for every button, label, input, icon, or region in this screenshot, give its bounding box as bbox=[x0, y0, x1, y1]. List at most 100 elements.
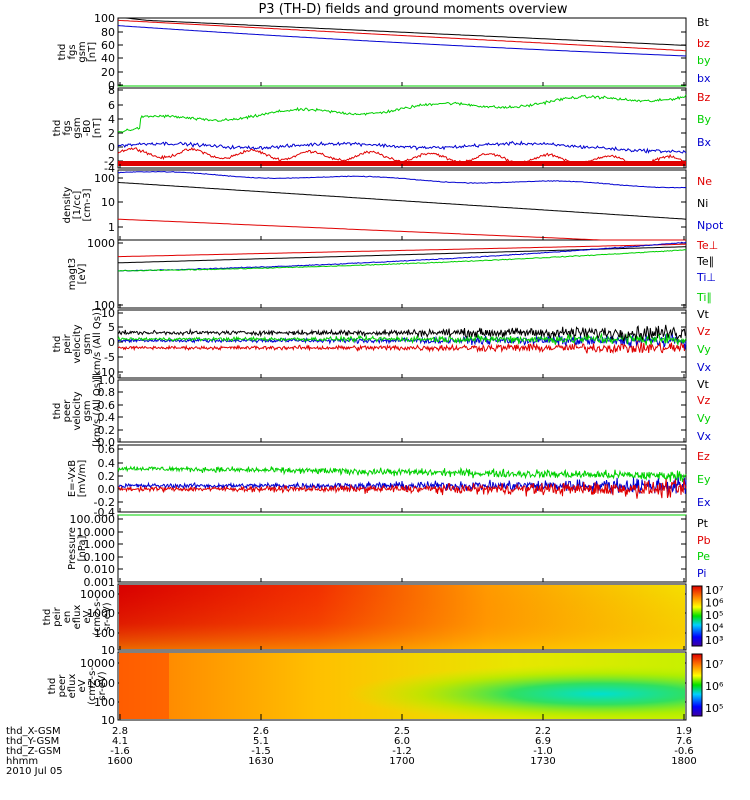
legend-temp-Te∥: Te∥ bbox=[696, 255, 714, 268]
legend-fgs-by: by bbox=[697, 54, 711, 67]
legend-ve-Vy: Vy bbox=[697, 412, 711, 425]
ylabel-line: [km/s (All Qs)] bbox=[92, 308, 103, 380]
xaxis-value: 1.9 bbox=[676, 726, 692, 737]
ylabel-line: peer bbox=[57, 674, 68, 698]
xaxis-value: 1800 bbox=[671, 756, 696, 767]
ytick-label: 10000 bbox=[80, 657, 115, 670]
xaxis-value: -1.5 bbox=[251, 746, 271, 757]
xaxis-value: -1.2 bbox=[392, 746, 412, 757]
ytick-label: -4 bbox=[104, 162, 115, 175]
legend-vi-Vt: Vt bbox=[697, 308, 710, 321]
legend-ef-Ey: Ey bbox=[697, 473, 711, 486]
colorbar-label: 10⁶ bbox=[705, 597, 724, 610]
ytick-label: -2 bbox=[104, 155, 115, 168]
ytick-label: 1000 bbox=[87, 237, 115, 250]
legend-pr-Pt: Pt bbox=[697, 517, 709, 530]
xaxis-value: -1.6 bbox=[110, 746, 130, 757]
ylabel-line: thd bbox=[47, 678, 58, 695]
line-Vt-i bbox=[117, 324, 687, 342]
ylabel-line: thd bbox=[52, 336, 63, 353]
xaxis-value: 2.6 bbox=[253, 726, 269, 737]
line-bz bbox=[117, 19, 687, 52]
ytick-label: 0 bbox=[108, 336, 115, 349]
ytick-label: 100 bbox=[94, 696, 115, 709]
ytick-label: 0.2 bbox=[98, 470, 116, 483]
ytick-label: 10 bbox=[101, 307, 115, 320]
xaxis-value: -1.0 bbox=[533, 746, 553, 757]
ytick-label: 100 bbox=[94, 299, 115, 312]
ylabel-line: [mV/m] bbox=[77, 460, 88, 498]
legend-fgs-bz: bz bbox=[697, 37, 710, 50]
xaxis-row-label: hhmm bbox=[6, 756, 38, 767]
ytick-label: 0.6 bbox=[98, 399, 116, 412]
ion-spectrogram-shade bbox=[119, 585, 685, 649]
legend-den-Ni: Ni bbox=[697, 197, 708, 210]
ylabel-line: velocity bbox=[72, 391, 83, 430]
ytick-label: 1000 bbox=[87, 607, 115, 620]
ytick-label: 5 bbox=[108, 321, 115, 334]
ylabel-line: [1/cc] bbox=[72, 191, 83, 220]
legend-fgl-By: By bbox=[697, 113, 712, 126]
xaxis-row-label: 2010 Jul 05 bbox=[6, 766, 63, 777]
ytick-label: 6 bbox=[108, 99, 115, 112]
colorbar-label: 10⁴ bbox=[705, 622, 724, 635]
legend-den-Npot: Npot bbox=[697, 219, 724, 232]
xaxis-value: 5.1 bbox=[253, 736, 269, 747]
ytick-label: 100.000 bbox=[70, 513, 116, 526]
legend-temp-Ti∥: Ti∥ bbox=[696, 291, 712, 304]
ytick-label: 10.000 bbox=[77, 526, 116, 539]
line-Ne bbox=[117, 218, 686, 241]
xaxis-row-label: thd_Y-GSM bbox=[6, 736, 59, 747]
legend-ef-Ex: Ex bbox=[697, 496, 711, 509]
ytick-label: 0.0 bbox=[98, 436, 116, 449]
electron-spectrogram-edge bbox=[119, 653, 169, 719]
ytick-label: 80 bbox=[101, 26, 115, 39]
ylabel-line: E=-VxB bbox=[67, 460, 78, 497]
ylabel-line: [nT] bbox=[87, 42, 98, 62]
ytick-label: 1.0 bbox=[98, 374, 116, 387]
line-bx bbox=[117, 25, 687, 57]
ytick-label: 10 bbox=[101, 714, 115, 727]
ytick-label: 0.100 bbox=[84, 551, 116, 564]
panel-frame-vi bbox=[117, 309, 687, 379]
legend-pr-Pi: Pi bbox=[697, 567, 706, 580]
line-Ti-perp bbox=[117, 241, 687, 272]
ylabel-line: thd bbox=[52, 120, 63, 137]
xaxis-value: 1600 bbox=[107, 756, 132, 767]
ylabel-line: [nPa] bbox=[77, 535, 88, 561]
line-Bx-dB bbox=[117, 140, 687, 154]
xaxis-value: 2.5 bbox=[394, 726, 410, 737]
colorbar-label: 10⁵ bbox=[705, 609, 723, 622]
legend-fgs-Bt: Bt bbox=[697, 16, 710, 29]
xaxis-row-label: thd_Z-GSM bbox=[6, 746, 61, 757]
ytick-label: 0.010 bbox=[84, 563, 116, 576]
ytick-label: 0.2 bbox=[98, 424, 116, 437]
ytick-label: 4 bbox=[108, 113, 115, 126]
colorbar-label: 10⁷ bbox=[705, 658, 723, 671]
line-Ey bbox=[117, 465, 687, 483]
xaxis-value: 1700 bbox=[389, 756, 414, 767]
ylabel-line: peir bbox=[62, 333, 73, 353]
legend-den-Ne: Ne bbox=[697, 175, 712, 188]
ylabel-line: thd bbox=[52, 403, 63, 420]
ytick-label: 10 bbox=[101, 196, 115, 209]
xaxis-value: 2.2 bbox=[535, 726, 551, 737]
legend-temp-Ti⊥: Ti⊥ bbox=[696, 271, 716, 284]
ylabel-line: gsm bbox=[72, 117, 83, 138]
electron-colorbar bbox=[691, 653, 703, 717]
xaxis-value: 1630 bbox=[248, 756, 273, 767]
ytick-label: 0 bbox=[108, 79, 115, 92]
legend-vi-Vx: Vx bbox=[697, 361, 712, 374]
xaxis-value: 6.9 bbox=[535, 736, 551, 747]
xaxis-value: -0.6 bbox=[674, 746, 694, 757]
ylabel-line: (cm2-s- bbox=[92, 598, 103, 636]
line-Vz-i bbox=[117, 340, 687, 355]
ytick-label: 20 bbox=[101, 66, 115, 79]
xaxis-value: 1730 bbox=[530, 756, 555, 767]
xaxis-value: 4.1 bbox=[112, 736, 128, 747]
ion-colorbar bbox=[691, 585, 703, 647]
legend-fgs-bx: bx bbox=[697, 72, 711, 85]
ytick-label: -10 bbox=[97, 366, 115, 379]
legend-vi-Vz: Vz bbox=[697, 325, 711, 338]
